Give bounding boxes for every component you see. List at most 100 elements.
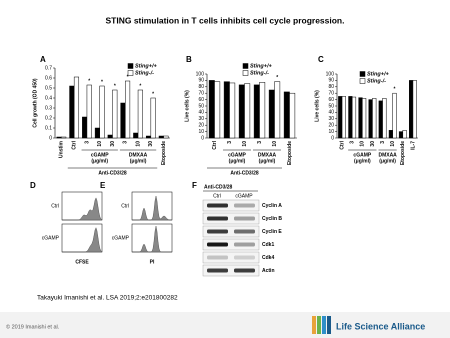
- x-tick-label: 10: [242, 141, 248, 147]
- legend-swatch: [127, 70, 134, 76]
- bar: [238, 84, 245, 139]
- treatment-label: Anti-CD3/28: [204, 184, 233, 190]
- bar: [409, 80, 414, 139]
- significance-mark: *: [394, 87, 396, 93]
- bar: [402, 130, 407, 139]
- legend-swatch: [242, 70, 249, 76]
- y-tick-label: 10: [198, 129, 204, 135]
- bar: [223, 81, 230, 139]
- blot-band: [207, 216, 228, 221]
- y-tick-label: 50: [198, 103, 204, 109]
- x-tick-label: 3: [257, 141, 263, 144]
- blot-band: [207, 268, 228, 273]
- blot-band: [234, 229, 255, 234]
- bar: [289, 92, 296, 139]
- column-label: cGAMP: [235, 193, 253, 199]
- blot-band: [207, 229, 228, 234]
- blot-band: [234, 216, 255, 221]
- group-label: (μg/ml): [259, 158, 276, 164]
- bar: [351, 96, 357, 139]
- bar: [56, 136, 62, 139]
- histogram-frame: [131, 223, 173, 253]
- y-tick-label: 0.4: [45, 95, 52, 101]
- bar: [398, 131, 404, 139]
- significance-mark: *: [276, 75, 278, 81]
- y-tick-label: 60: [328, 97, 334, 103]
- y-tick-label: 0: [201, 135, 204, 141]
- bar: [382, 98, 387, 139]
- significance-mark: *: [114, 83, 116, 89]
- group-label: (μg/ml): [91, 158, 108, 164]
- blot-band: [207, 203, 228, 208]
- bar: [163, 135, 169, 139]
- y-tick-label: 70: [198, 91, 204, 97]
- y-tick-label: 0: [49, 135, 52, 141]
- row-label: cGAMP: [112, 235, 130, 241]
- bar: [388, 130, 393, 139]
- bar: [99, 85, 105, 139]
- y-axis-title: Live cells (%): [314, 90, 320, 122]
- legend-swatch: [359, 71, 366, 77]
- group-label: cGAMP: [228, 152, 246, 158]
- y-tick-label: 50: [328, 103, 334, 109]
- histogram: [62, 197, 103, 221]
- publisher-logo: [312, 316, 331, 334]
- blot-frame: [202, 199, 260, 212]
- bar: [283, 91, 290, 139]
- bar: [358, 97, 363, 139]
- blot-frame: [202, 264, 260, 277]
- x-tick-label: 10: [135, 141, 141, 147]
- y-tick-label: 100: [196, 71, 205, 77]
- legend-label: Sting-/-: [135, 70, 154, 76]
- x-tick-label: 30: [110, 141, 116, 147]
- x-tick-label: Ctrl: [71, 140, 77, 149]
- bar: [274, 81, 281, 139]
- y-tick-label: 70: [328, 91, 334, 97]
- y-tick-label: 0.5: [45, 85, 52, 91]
- treatment-label: Anti-CD3/28: [98, 170, 127, 176]
- bar: [137, 89, 143, 139]
- group-label: cGAMP: [91, 152, 109, 158]
- y-tick-label: 40: [328, 110, 334, 116]
- bar: [82, 116, 88, 139]
- bar: [112, 89, 118, 139]
- group-label: cGAMP: [353, 152, 371, 158]
- bar: [338, 96, 343, 139]
- panel-letter: D: [30, 181, 36, 190]
- legend-label: Sting+/+: [367, 71, 389, 77]
- x-tick-label: 30: [148, 141, 154, 147]
- bar: [158, 135, 164, 139]
- significance-mark: *: [127, 74, 129, 80]
- group-label: (μg/ml): [130, 158, 147, 164]
- legend-label: Sting+/+: [135, 63, 157, 69]
- legend-swatch: [359, 78, 366, 84]
- y-tick-label: 30: [198, 116, 204, 122]
- histogram: [132, 195, 173, 221]
- panel-letter: E: [100, 181, 106, 190]
- y-tick-label: 0.7: [45, 65, 52, 71]
- bar: [94, 127, 100, 139]
- x-tick-label: Unstim: [59, 140, 65, 158]
- x-tick-label: 3: [123, 141, 129, 144]
- blot-frame: [202, 251, 260, 264]
- group-label: DMXAA: [258, 152, 277, 158]
- x-axis-title: CFSE: [75, 259, 89, 265]
- blot-band: [207, 255, 228, 260]
- group-label: (μg/ml): [229, 158, 246, 164]
- bar: [150, 97, 156, 139]
- histogram: [132, 225, 172, 253]
- y-tick-label: 80: [198, 84, 204, 90]
- x-tick-label: 10: [272, 141, 278, 147]
- bar: [229, 82, 236, 139]
- row-label: Ctrl: [51, 203, 59, 209]
- x-tick-label: Ctrl: [339, 140, 345, 149]
- bar: [73, 76, 80, 139]
- bar: [61, 136, 67, 139]
- group-label: DMXAA: [378, 152, 397, 158]
- legend-label: Sting-/-: [250, 70, 269, 76]
- legend-swatch: [127, 63, 134, 69]
- x-tick-label: 3: [380, 141, 386, 144]
- panel-letter: C: [318, 55, 324, 64]
- y-tick-label: 0: [331, 135, 334, 141]
